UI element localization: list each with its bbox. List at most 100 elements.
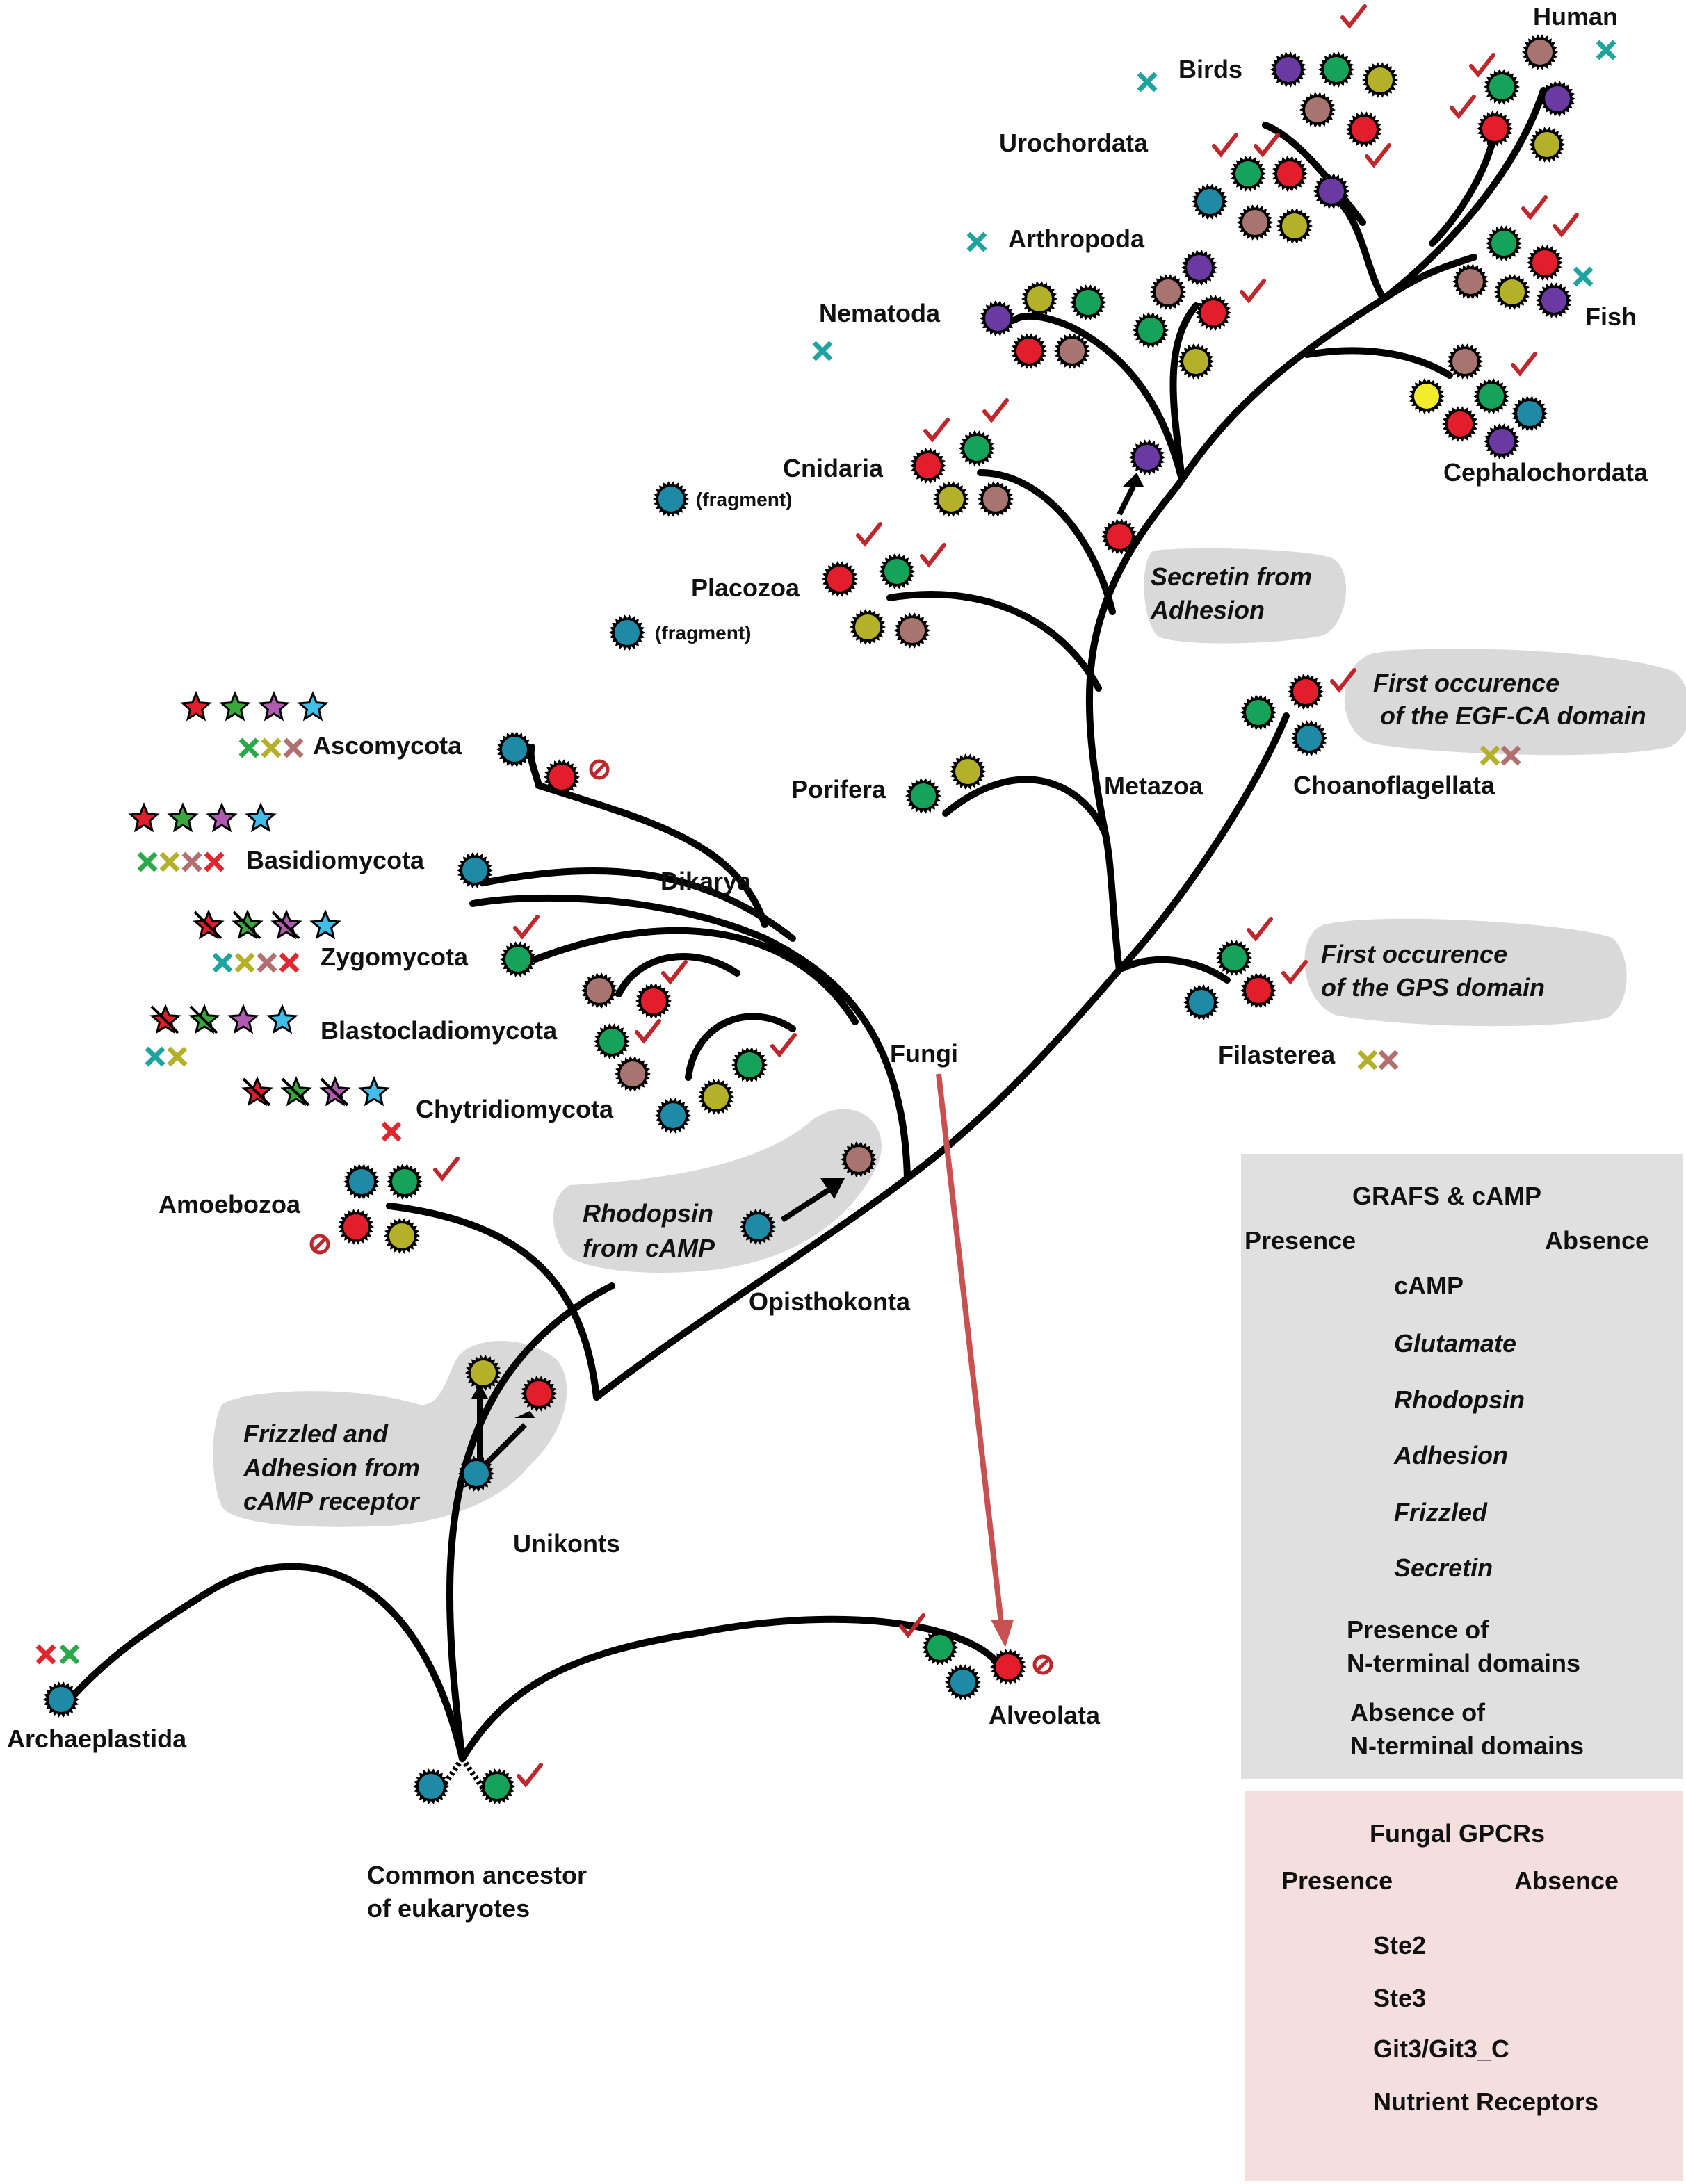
label-ancestor-line1: Common ancestor: [367, 1861, 587, 1889]
star-icon: [128, 802, 160, 833]
absence-cross-icon: [279, 952, 300, 973]
label-archaeplastida: Archaeplastida: [7, 1725, 187, 1753]
absence-cross-icon: [966, 231, 987, 252]
nterm-presence-check-icon: [1330, 668, 1356, 693]
absence-cross-icon: [35, 1644, 56, 1665]
receptor-icon: [1522, 34, 1558, 70]
legend-item-nutrient: Nutrient Receptors: [1373, 2087, 1598, 2116]
label-fungi: Fungi: [890, 1039, 958, 1068]
receptor-icon: [1054, 333, 1090, 369]
frizzled-note-line3: cAMP receptor: [243, 1487, 421, 1515]
receptor-icon: [1539, 81, 1575, 117]
nterm-presence-check-icon: [1240, 279, 1266, 304]
receptor-icon: [879, 553, 915, 589]
nterm-presence-check-icon: [1511, 352, 1537, 377]
label-zygomycota: Zygomycota: [321, 943, 469, 971]
receptor-icon: [978, 481, 1014, 517]
absence-cross-icon: [1480, 745, 1500, 766]
nterm-presence-check-icon: [899, 1613, 925, 1638]
receptor-icon: [1477, 111, 1513, 147]
egf-note-line1: First occurence: [1373, 669, 1559, 697]
receptor-icon: [1270, 51, 1306, 88]
receptor-icon: [1070, 284, 1106, 320]
absence-cross-icon: [204, 851, 225, 872]
nterm-presence-check-icon: [433, 1157, 460, 1182]
nterm-presence-check-icon: [1254, 133, 1280, 158]
frizzled-note-line2: Adhesion from: [243, 1453, 420, 1482]
egf-note-line2: of the EGF-CA domain: [1380, 701, 1646, 730]
legend-item-adhesion: Adhesion: [1393, 1441, 1508, 1469]
absence-cross-icon: [1573, 266, 1594, 287]
receptor-icon: [1484, 69, 1520, 105]
receptor-icon: [731, 1047, 768, 1083]
star-icon: [309, 909, 341, 940]
nterm-presence-check-icon: [1281, 960, 1308, 985]
legend-fungal-absence: Absence: [1514, 1866, 1619, 1895]
receptor-icon: [1452, 263, 1489, 300]
receptor-icon: [1150, 274, 1186, 310]
rhodopsin-note-line2: from cAMP: [583, 1234, 715, 1262]
receptor-icon: [822, 561, 858, 597]
label-blastocladiomycota: Blastocladiomycota: [321, 1016, 558, 1045]
receptor-icon: [980, 300, 1016, 336]
bubble-egf: [1344, 649, 1686, 756]
star-icon: [232, 909, 264, 940]
label-alveolata: Alveolata: [989, 1701, 1101, 1729]
rhodopsin-note-line1: Rhodopsin: [583, 1199, 713, 1228]
receptor-icon: [1484, 423, 1520, 459]
receptor-icon: [458, 1456, 494, 1492]
receptor-icon: [655, 1098, 691, 1134]
receptor-icon: [384, 1218, 420, 1254]
star-icon: [270, 909, 302, 940]
secretin-note-line1: Secretin from: [1151, 562, 1312, 591]
receptor-icon: [1181, 250, 1217, 286]
receptor-icon: [1529, 127, 1565, 163]
receptor-icon: [945, 1664, 981, 1700]
receptor-icon: [1362, 62, 1398, 98]
fungi-to-alveolata-arrow: [936, 1073, 1004, 1624]
legend-item-glutamate: Glutamate: [1394, 1329, 1516, 1358]
absence-cross-icon: [257, 952, 277, 973]
secretin-note-line2: Adhesion: [1150, 596, 1265, 624]
legend-nterm-absence-line1: Absence of: [1350, 1698, 1486, 1727]
receptor-icon: [990, 1649, 1026, 1685]
receptor-icon: [1409, 378, 1445, 414]
tree-branches: [70, 87, 1547, 1762]
receptor-icon: [635, 983, 672, 1019]
nterm-absence-icon: [589, 759, 610, 780]
label-ancestor-line2: of eukaryotes: [367, 1894, 530, 1923]
nterm-presence-check-icon: [923, 418, 950, 443]
legend-item-secretin: Secretin: [1394, 1554, 1493, 1582]
star-icon: [280, 1076, 312, 1107]
nterm-absence-icon: [1032, 1654, 1053, 1675]
receptor-icon: [1318, 51, 1354, 88]
nterm-presence-check-icon: [1247, 917, 1273, 942]
receptor-icon: [1272, 156, 1308, 192]
absence-cross-icon: [181, 851, 202, 872]
legend-grafs-absence: Absence: [1545, 1226, 1649, 1255]
label-opisthokonta: Opisthokonta: [749, 1287, 911, 1316]
star-icon: [266, 1004, 298, 1034]
label-placozoa: Placozoa: [691, 573, 800, 602]
receptor-icon: [1240, 972, 1276, 1009]
label-human: Human: [1533, 2, 1618, 31]
legend-grafs-presence: Presence: [1245, 1226, 1356, 1255]
absence-cross-icon: [159, 851, 180, 872]
absence-cross-icon: [1357, 1050, 1378, 1070]
nterm-presence-check-icon: [635, 1019, 661, 1044]
star-icon: [245, 802, 277, 833]
label-basidiomycota: Basidiomycota: [246, 846, 425, 874]
receptor-icon: [496, 731, 533, 767]
receptor-icon: [1230, 156, 1266, 192]
receptor-icon: [1299, 92, 1336, 128]
legend-nterm-absence-line2: N-terminal domains: [1350, 1731, 1584, 1760]
receptor-icon: [1178, 343, 1214, 380]
label-cnidaria: Cnidaria: [783, 454, 884, 482]
receptor-icon: [1494, 274, 1530, 310]
receptor-icon: [910, 448, 946, 484]
receptor-icon: [581, 972, 617, 1009]
legend-fungal: Fungal GPCRs Presence Absence Ste2 Ste3 …: [1245, 1791, 1683, 2181]
absence-cross-icon: [812, 341, 833, 361]
receptor-icon: [959, 430, 995, 466]
